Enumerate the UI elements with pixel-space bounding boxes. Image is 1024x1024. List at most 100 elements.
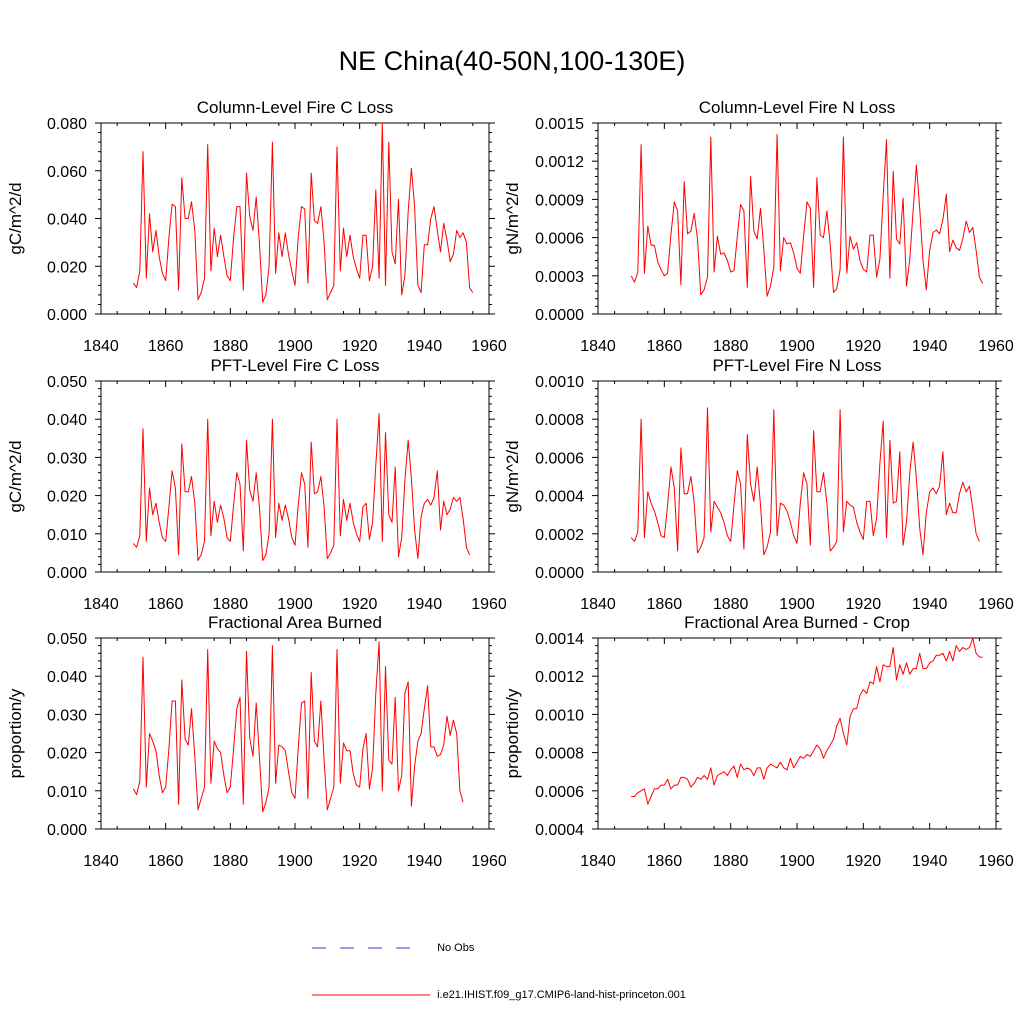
y-tick-label: 0.050 bbox=[47, 374, 87, 391]
x-tick-label: 1920 bbox=[846, 338, 882, 355]
x-tick-label: 1960 bbox=[471, 338, 507, 355]
chart-panel-4: Fractional Area Burned proportion/y 1840 18… bbox=[6, 613, 507, 870]
x-tick-label: 1860 bbox=[148, 853, 184, 870]
panel-title: PFT-Level Fire C Loss bbox=[210, 356, 379, 375]
x-tick-label: 1840 bbox=[580, 338, 616, 355]
y-tick-label: 0.0000 bbox=[535, 565, 584, 582]
y-tick-label: 0.0008 bbox=[535, 412, 584, 429]
x-tick-label: 1900 bbox=[779, 338, 815, 355]
x-tick-label: 1900 bbox=[277, 596, 313, 613]
chart-panel-0: Column-Level Fire C Loss gC/m^2/d 1840 1860… bbox=[6, 98, 507, 355]
y-tick-label: 0.040 bbox=[47, 669, 87, 686]
x-tick-label: 1900 bbox=[277, 853, 313, 870]
x-tick-label: 1880 bbox=[213, 338, 249, 355]
y-tick-label: 0.0012 bbox=[535, 669, 584, 686]
y-axis-label: proportion/y bbox=[6, 688, 25, 778]
x-tick-label: 1880 bbox=[713, 338, 749, 355]
x-tick-label: 1940 bbox=[912, 853, 948, 870]
x-tick-label: 1900 bbox=[277, 338, 313, 355]
x-tick-label: 1960 bbox=[471, 596, 507, 613]
y-tick-label: 0.0009 bbox=[535, 192, 584, 209]
plot-frame bbox=[597, 637, 997, 830]
x-tick-label: 1920 bbox=[342, 338, 378, 355]
series-line-0 bbox=[631, 637, 983, 805]
legend-model-run-swatch bbox=[312, 994, 430, 996]
x-tick-label: 1920 bbox=[342, 596, 378, 613]
y-tick-label: 0.000 bbox=[47, 565, 87, 582]
y-tick-label: 0.050 bbox=[47, 631, 87, 648]
x-tick-label: 1860 bbox=[647, 853, 683, 870]
y-tick-label: 0.0010 bbox=[535, 707, 584, 724]
y-axis-label: gC/m^2/d bbox=[6, 182, 25, 254]
legend-no-obs-label: No Obs bbox=[437, 941, 475, 954]
y-tick-label: 0.000 bbox=[47, 307, 87, 324]
x-tick-label: 1940 bbox=[407, 596, 443, 613]
plot-frame bbox=[100, 637, 490, 830]
y-tick-label: 0.020 bbox=[47, 489, 87, 506]
legend-no-obs: No Obs bbox=[312, 941, 474, 955]
chart-panel-5: Fractional Area Burned - Crop proportion/… bbox=[503, 613, 1014, 870]
y-tick-label: 0.060 bbox=[47, 164, 87, 181]
figure-title: NE China(40-50N,100-130E) bbox=[338, 46, 686, 76]
x-tick-label: 1840 bbox=[580, 596, 616, 613]
x-tick-label: 1960 bbox=[978, 596, 1014, 613]
y-axis-label: proportion/y bbox=[503, 688, 522, 778]
y-axis-label: gC/m^2/d bbox=[6, 440, 25, 512]
panel-title: Column-Level Fire C Loss bbox=[197, 98, 394, 117]
series-line-0 bbox=[132, 122, 474, 303]
x-tick-label: 1880 bbox=[713, 596, 749, 613]
legend-model-run: i.e21.IHIST.f09_g17.CMIP6-land-hist-prin… bbox=[312, 988, 686, 1002]
series-line-0 bbox=[132, 641, 464, 813]
y-tick-label: 0.0012 bbox=[535, 154, 584, 171]
x-tick-label: 1900 bbox=[779, 853, 815, 870]
x-tick-label: 1840 bbox=[83, 338, 119, 355]
x-tick-label: 1860 bbox=[647, 338, 683, 355]
y-tick-label: 0.0000 bbox=[535, 307, 584, 324]
y-tick-label: 0.0014 bbox=[535, 631, 584, 648]
y-tick-label: 0.030 bbox=[47, 707, 87, 724]
chart-panel-2: PFT-Level Fire C Loss gC/m^2/d 1840 1860 188… bbox=[6, 356, 507, 613]
panel-title: Column-Level Fire N Loss bbox=[699, 98, 896, 117]
series-line-0 bbox=[132, 413, 471, 561]
x-tick-label: 1900 bbox=[779, 596, 815, 613]
y-tick-label: 0.010 bbox=[47, 784, 87, 801]
x-tick-label: 1940 bbox=[912, 596, 948, 613]
y-tick-label: 0.0003 bbox=[535, 269, 584, 286]
x-tick-label: 1940 bbox=[407, 338, 443, 355]
y-tick-label: 0.010 bbox=[47, 527, 87, 544]
x-tick-label: 1840 bbox=[83, 596, 119, 613]
plot-frame bbox=[597, 122, 997, 315]
x-tick-label: 1840 bbox=[580, 853, 616, 870]
y-tick-label: 0.020 bbox=[47, 259, 87, 276]
x-tick-label: 1860 bbox=[647, 596, 683, 613]
x-tick-label: 1920 bbox=[846, 596, 882, 613]
y-tick-label: 0.0006 bbox=[535, 784, 584, 801]
y-tick-label: 0.0008 bbox=[535, 746, 584, 763]
y-tick-label: 0.040 bbox=[47, 212, 87, 229]
legend-no-obs-swatch bbox=[312, 947, 422, 949]
x-tick-label: 1920 bbox=[846, 853, 882, 870]
x-tick-label: 1920 bbox=[342, 853, 378, 870]
y-axis-label: gN/m^2/d bbox=[503, 440, 522, 512]
y-axis-label: gN/m^2/d bbox=[503, 182, 522, 254]
x-tick-label: 1960 bbox=[471, 853, 507, 870]
series-line-0 bbox=[630, 407, 980, 556]
legend-model-run-label: i.e21.IHIST.f09_g17.CMIP6-land-hist-prin… bbox=[437, 988, 686, 1001]
panel-title: Fractional Area Burned bbox=[208, 613, 382, 632]
x-tick-label: 1880 bbox=[213, 853, 249, 870]
y-tick-label: 0.020 bbox=[47, 746, 87, 763]
y-tick-label: 0.0004 bbox=[535, 822, 584, 839]
y-tick-label: 0.0004 bbox=[535, 489, 584, 506]
y-tick-label: 0.0006 bbox=[535, 231, 584, 248]
x-tick-label: 1880 bbox=[213, 596, 249, 613]
x-tick-label: 1940 bbox=[407, 853, 443, 870]
panel-title: Fractional Area Burned - Crop bbox=[684, 613, 910, 632]
x-tick-label: 1960 bbox=[978, 853, 1014, 870]
y-tick-label: 0.0006 bbox=[535, 450, 584, 467]
y-tick-label: 0.030 bbox=[47, 450, 87, 467]
series-line-0 bbox=[630, 134, 984, 297]
x-tick-label: 1860 bbox=[148, 338, 184, 355]
x-tick-label: 1880 bbox=[713, 853, 749, 870]
y-tick-label: 0.040 bbox=[47, 412, 87, 429]
